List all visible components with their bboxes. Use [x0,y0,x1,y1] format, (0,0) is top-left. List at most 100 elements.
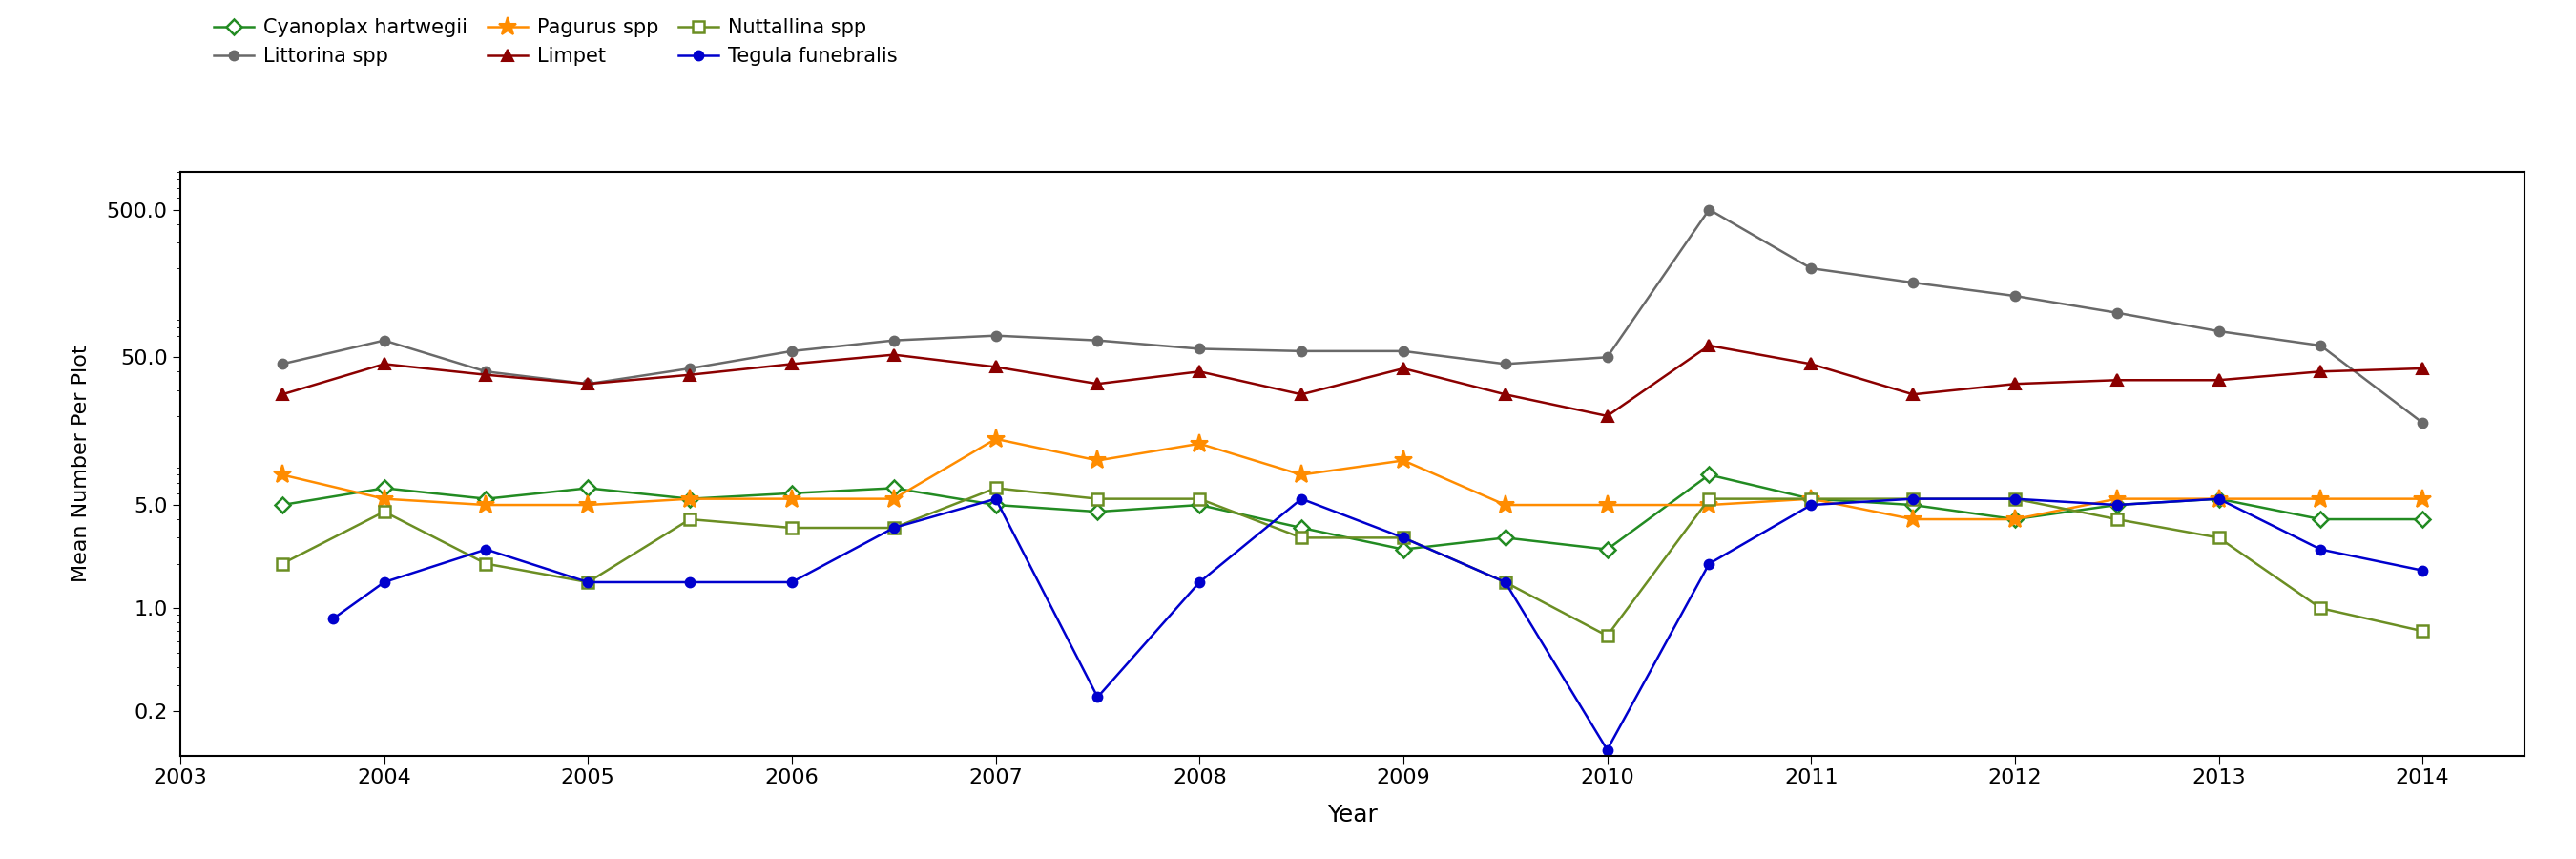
Cyanoplax hartwegii [878,483,909,493]
Cyanoplax hartwegii [2202,494,2233,504]
Y-axis label: Mean Number Per Plot: Mean Number Per Plot [72,345,90,582]
Nuttallina spp [1999,494,2030,504]
Pagurus spp [471,500,502,510]
Cyanoplax hartwegii [1285,522,1316,533]
Limpet [268,389,299,399]
Tegula funebralis [317,613,348,624]
Tegula funebralis [1999,494,2030,504]
Tegula funebralis [572,577,603,588]
Littorina spp [268,359,299,369]
Nuttallina spp [981,483,1012,493]
Tegula funebralis [1899,494,1929,504]
Tegula funebralis [878,522,909,533]
Pagurus spp [1388,455,1419,466]
Limpet [775,359,806,369]
Limpet [1592,411,1623,421]
Cyanoplax hartwegii [775,488,806,498]
Line: Limpet: Limpet [276,339,2429,422]
Pagurus spp [1899,514,1929,524]
Tegula funebralis [775,577,806,588]
Tegula funebralis [981,494,1012,504]
Legend: Cyanoplax hartwegii, Littorina spp, Pagurus spp, Limpet, Nuttallina spp, Tegula : Cyanoplax hartwegii, Littorina spp, Pagu… [214,18,896,66]
Littorina spp [775,346,806,356]
Pagurus spp [1592,500,1623,510]
Limpet [1489,389,1520,399]
Cyanoplax hartwegii [572,483,603,493]
Pagurus spp [1489,500,1520,510]
Limpet [1388,363,1419,374]
Littorina spp [572,379,603,389]
Littorina spp [1899,277,1929,288]
Pagurus spp [1795,494,1826,504]
Pagurus spp [1285,470,1316,480]
Tegula funebralis [2306,545,2336,555]
Pagurus spp [1185,438,1216,448]
Cyanoplax hartwegii [2406,514,2437,524]
Limpet [2406,363,2437,374]
Nuttallina spp [878,522,909,533]
Nuttallina spp [1592,631,1623,641]
Limpet [1999,379,2030,389]
Littorina spp [2102,308,2133,318]
Limpet [1185,367,1216,377]
Tegula funebralis [1592,745,1623,755]
Limpet [2102,375,2133,386]
Pagurus spp [2306,494,2336,504]
Limpet [878,350,909,360]
Tegula funebralis [471,545,502,555]
Pagurus spp [1082,455,1113,466]
Pagurus spp [775,494,806,504]
Pagurus spp [368,494,399,504]
Littorina spp [1388,346,1419,356]
Cyanoplax hartwegii [675,494,706,504]
Limpet [1795,359,1826,369]
Limpet [1899,389,1929,399]
Tegula funebralis [1185,577,1216,588]
Nuttallina spp [572,577,603,588]
Line: Cyanoplax hartwegii: Cyanoplax hartwegii [278,470,2427,555]
Nuttallina spp [2306,603,2336,613]
Littorina spp [878,335,909,345]
Line: Nuttallina spp: Nuttallina spp [278,483,2427,641]
Littorina spp [1795,263,1826,273]
Nuttallina spp [1692,494,1723,504]
Nuttallina spp [2202,533,2233,543]
Cyanoplax hartwegii [1489,533,1520,543]
Tegula funebralis [1489,577,1520,588]
Littorina spp [1185,344,1216,354]
Limpet [1082,379,1113,389]
Nuttallina spp [1285,533,1316,543]
X-axis label: Year: Year [1327,803,1378,826]
Cyanoplax hartwegii [471,494,502,504]
Cyanoplax hartwegii [1592,545,1623,555]
Littorina spp [1999,291,2030,302]
Limpet [572,379,603,389]
Limpet [2202,375,2233,386]
Pagurus spp [268,470,299,480]
Limpet [2306,367,2336,377]
Cyanoplax hartwegii [1899,500,1929,510]
Line: Littorina spp: Littorina spp [278,204,2427,428]
Littorina spp [368,335,399,345]
Nuttallina spp [675,514,706,524]
Tegula funebralis [1795,500,1826,510]
Limpet [368,359,399,369]
Littorina spp [1285,346,1316,356]
Nuttallina spp [1388,533,1419,543]
Tegula funebralis [2102,500,2133,510]
Nuttallina spp [2406,626,2437,637]
Nuttallina spp [268,558,299,569]
Line: Tegula funebralis: Tegula funebralis [330,494,2427,754]
Cyanoplax hartwegii [2306,514,2336,524]
Cyanoplax hartwegii [1795,494,1826,504]
Tegula funebralis [2202,494,2233,504]
Cyanoplax hartwegii [2102,500,2133,510]
Pagurus spp [572,500,603,510]
Cyanoplax hartwegii [1388,545,1419,555]
Littorina spp [2202,326,2233,337]
Littorina spp [1592,352,1623,362]
Nuttallina spp [1899,494,1929,504]
Nuttallina spp [1185,494,1216,504]
Tegula funebralis [1692,558,1723,569]
Cyanoplax hartwegii [1692,470,1723,480]
